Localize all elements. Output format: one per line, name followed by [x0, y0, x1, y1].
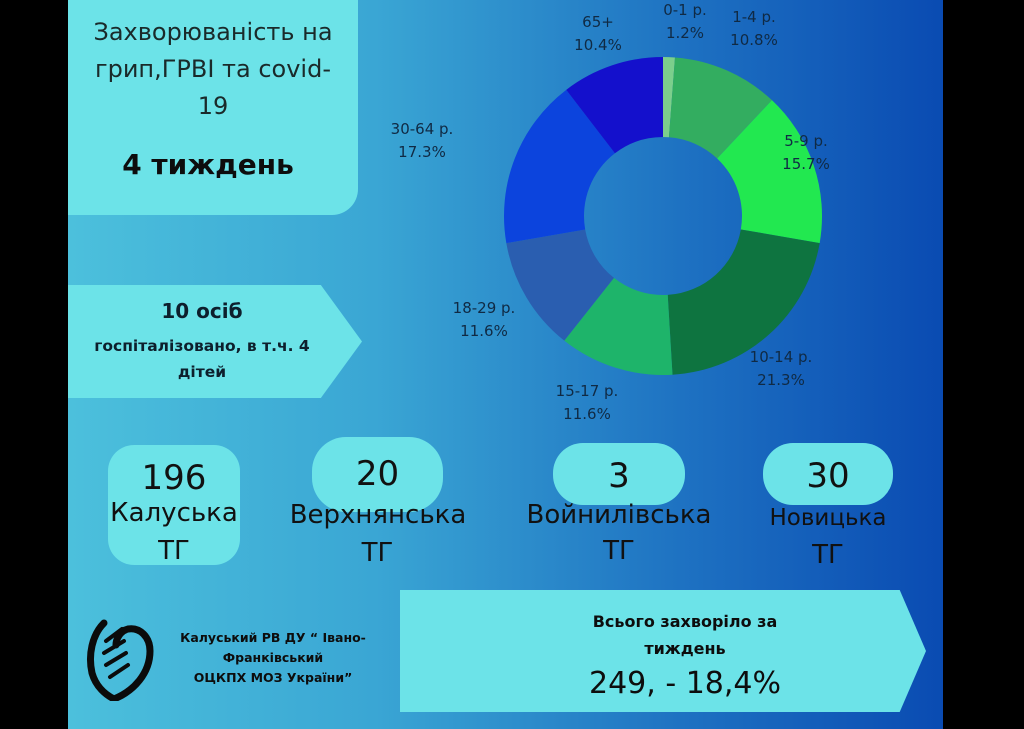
- slice-category-label: 65+: [582, 13, 614, 31]
- slice-label: 5-9 р. 15.7%: [761, 130, 851, 176]
- community-suffix: ТГ: [603, 536, 635, 566]
- donut-slice-4: [667, 229, 820, 375]
- hospitalized-count: 10 осіб: [161, 299, 243, 323]
- hospitalized-line: госпіталізовано, в т.ч. 4: [94, 337, 310, 355]
- community-count: 20: [355, 454, 400, 494]
- slice-value-label: 21.3%: [757, 371, 805, 389]
- community-count: 196: [141, 458, 207, 498]
- community-card-verkhnia: [312, 437, 443, 512]
- slice-category-label: 5-9 р.: [784, 132, 828, 150]
- community-name: Войнилівська: [526, 500, 712, 530]
- slice-value-label: 17.3%: [398, 143, 446, 161]
- slice-category-label: 18-29 р.: [452, 299, 516, 317]
- donut-slice-5: [564, 277, 673, 375]
- donut-chart: [504, 57, 822, 375]
- slice-value-label: 10.8%: [730, 31, 778, 49]
- infographic: Захворюваність на грип,ГРВІ та covid-19 …: [68, 0, 943, 729]
- slice-value-label: 11.6%: [563, 405, 611, 423]
- organization-line: Франківський: [222, 650, 324, 665]
- slice-category-label: 0-1 р.: [663, 1, 707, 19]
- shield-logo-icon: [87, 619, 154, 701]
- total-label: Всього захворіло за тиждень: [500, 608, 870, 662]
- donut-slice-1: [663, 57, 675, 138]
- title-card: [68, 0, 358, 215]
- community-count: 30: [806, 456, 850, 496]
- slice-label: 30-64 р. 17.3%: [377, 118, 467, 164]
- slice-label: 15-17 р. 11.6%: [542, 380, 632, 426]
- slice-label: 10-14 р. 21.3%: [736, 346, 826, 392]
- community-name: Калуська: [110, 498, 238, 528]
- donut-slice-3: [717, 100, 822, 244]
- slice-value-label: 11.6%: [460, 322, 508, 340]
- slice-label: 65+ 10.4%: [553, 11, 643, 57]
- donut-slice-6: [506, 229, 614, 341]
- slice-label: 1-4 р. 10.8%: [709, 6, 799, 52]
- donut-slice-7: [504, 89, 615, 244]
- community-name: Новицька: [769, 505, 887, 531]
- community-suffix: ТГ: [158, 536, 190, 566]
- total-label-line: тиждень: [644, 639, 726, 658]
- community-count: 3: [608, 456, 630, 496]
- total-value: 249, - 18,4%: [589, 666, 781, 701]
- slice-value-label: 10.4%: [574, 36, 622, 54]
- slice-category-label: 1-4 р.: [732, 8, 776, 26]
- organization-line: Калуський РВ ДУ “ Івано-: [180, 630, 366, 645]
- slice-value-label: 1.2%: [665, 24, 705, 42]
- hospitalized-line: дітей: [177, 363, 227, 381]
- hospitalized-arrow: [68, 285, 362, 398]
- organization-name: Калуський РВ ДУ “ Івано- Франківський ОЦ…: [168, 628, 378, 688]
- total-label-line: Всього захворіло за: [592, 612, 778, 631]
- organization-line: ОЦКПХ МОЗ України”: [193, 670, 353, 685]
- donut-slice-2: [668, 57, 772, 159]
- slice-label: 18-29 р. 11.6%: [439, 297, 529, 343]
- slice-category-label: 15-17 р.: [555, 382, 619, 400]
- community-card-novytsia: [763, 443, 893, 505]
- community-suffix: ТГ: [361, 538, 394, 568]
- hospitalized-detail: госпіталізовано, в т.ч. 4 дітей: [68, 333, 336, 385]
- slice-category-label: 30-64 р.: [390, 120, 454, 138]
- slice-label: 0-1 р. 1.2%: [640, 0, 730, 45]
- slice-value-label: 15.7%: [782, 155, 830, 173]
- donut-slice-8: [566, 57, 663, 154]
- title: Захворюваність на грип,ГРВІ та covid-19: [93, 18, 333, 120]
- week-label: 4 тиждень: [122, 148, 294, 181]
- community-card-voinyliv: [553, 443, 685, 505]
- community-card-kalush: [108, 445, 240, 565]
- total-arrow: [400, 590, 926, 712]
- community-suffix: ТГ: [812, 540, 844, 570]
- slice-category-label: 10-14 р.: [749, 348, 813, 366]
- community-name: Верхнянська: [289, 500, 467, 530]
